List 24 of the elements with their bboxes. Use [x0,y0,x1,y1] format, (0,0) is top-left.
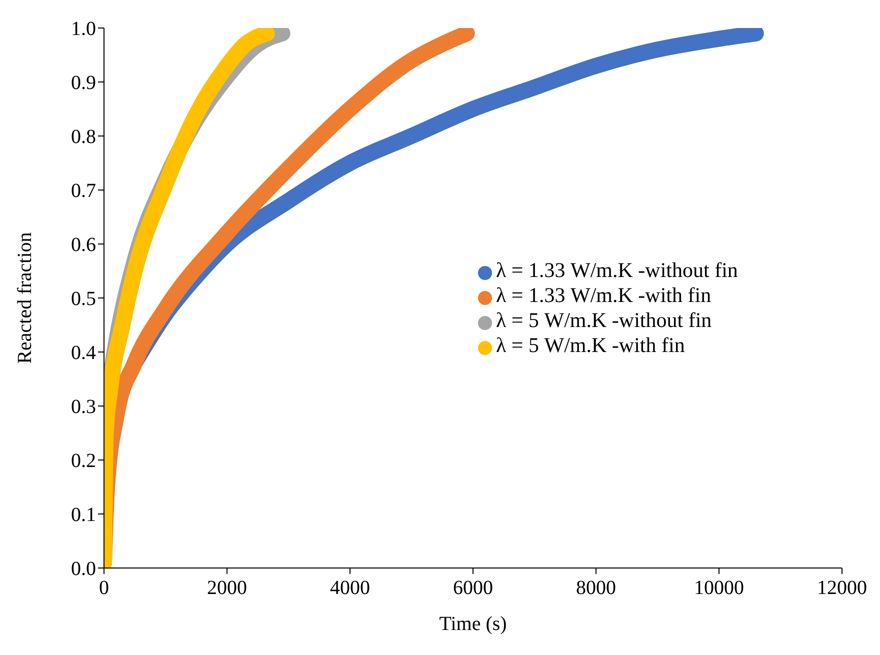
y-tick-label: 0.3 [71,396,96,418]
x-tick-label: 10000 [694,577,744,600]
x-tick-label: 2000 [207,577,247,600]
y-tick-label: 0.5 [71,288,96,310]
x-tick-label: 8000 [576,577,616,600]
legend-label: λ = 5 W/m.K -with fin [496,333,685,357]
x-tick-label: 6000 [453,577,493,600]
y-tick-label: 0.6 [71,234,96,256]
y-tick-label: 0.2 [71,450,96,472]
legend-label: λ = 5 W/m.K -without fin [496,308,712,332]
x-tick-label: 12000 [817,577,867,600]
y-tick-label: 0.7 [71,180,96,202]
y-tick-label: 0.8 [71,126,96,148]
x-tick-label: 0 [99,577,109,600]
y-tick-label: 0.4 [71,342,96,364]
legend-label: λ = 1.33 W/m.K -without fin [496,258,738,282]
y-axis-title: Reacted fraction [14,232,36,364]
x-axis-title: Time (s) [439,613,507,635]
y-tick-label: 0.0 [71,558,96,580]
y-tick-label: 0.1 [71,504,96,526]
legend-label: λ = 1.33 W/m.K -with fin [496,283,712,307]
y-tick-label: 1.0 [71,18,96,40]
y-tick-label: 0.9 [71,72,96,94]
x-tick-label: 4000 [330,577,370,600]
